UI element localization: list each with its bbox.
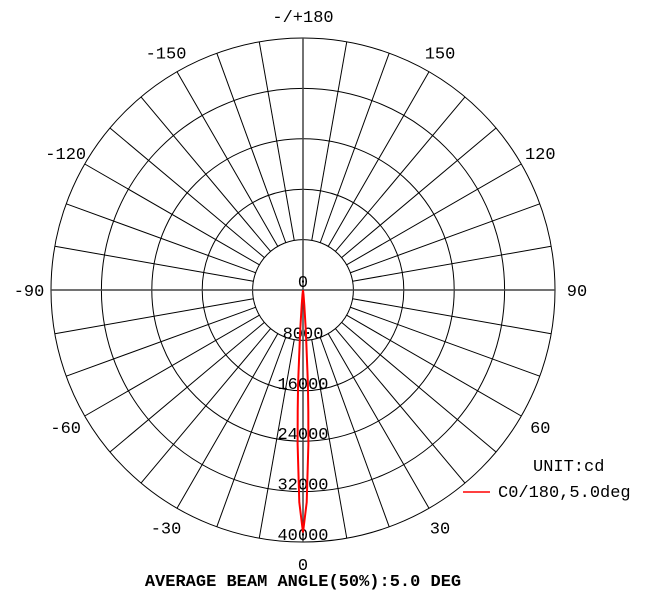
grid-spoke <box>140 328 271 484</box>
grid-spoke <box>258 339 295 539</box>
grid-spoke <box>352 298 552 335</box>
grid-spoke <box>346 163 522 266</box>
angle-label: -150 <box>146 46 187 65</box>
grid-spoke <box>341 322 497 453</box>
radial-tick-label: 32000 <box>277 477 328 496</box>
polar-grid <box>50 37 556 543</box>
grid-spoke <box>66 203 256 274</box>
radial-labels: 0 8000 16000 24000 32000 40000 <box>277 274 328 546</box>
grid-spoke <box>327 71 430 247</box>
grid-spoke <box>335 328 466 484</box>
grid-spoke <box>54 245 254 282</box>
grid-spoke <box>66 306 256 377</box>
grid-spoke <box>327 333 430 509</box>
grid-spoke <box>176 333 279 509</box>
radial-tick-label: 40000 <box>277 527 328 546</box>
grid-spoke <box>140 96 271 252</box>
legend-label: C0/180,5.0deg <box>498 484 631 503</box>
angle-label: -30 <box>151 520 182 539</box>
angle-label: -/+180 <box>272 9 333 28</box>
grid-spoke <box>216 337 287 527</box>
angle-label: 60 <box>530 420 550 439</box>
grid-spoke <box>350 203 540 274</box>
series-layer <box>296 289 310 533</box>
grid-spoke <box>311 339 348 539</box>
footer-beam-angle: AVERAGE BEAM ANGLE(50%):5.0 DEG <box>145 573 461 592</box>
grid-spoke <box>258 41 295 241</box>
grid-spoke <box>319 53 390 243</box>
grid-spoke <box>319 337 390 527</box>
grid-spoke <box>54 298 254 335</box>
grid-spoke <box>352 245 552 282</box>
grid-spoke <box>84 163 260 266</box>
angle-label: -60 <box>50 420 81 439</box>
angle-label: -90 <box>14 283 45 302</box>
angle-label: 120 <box>525 146 556 165</box>
angle-label: 0 <box>298 557 308 576</box>
grid-spoke <box>176 71 279 247</box>
angle-label: -120 <box>45 146 86 165</box>
series-curve <box>296 289 310 533</box>
grid-spoke <box>341 127 497 258</box>
grid-spoke <box>84 314 260 417</box>
angle-labels: -/+180 150 -150 120 -120 90 -90 60 -60 30 -30 0 <box>14 9 588 576</box>
radial-tick-label: 8000 <box>283 325 324 344</box>
angle-label: 150 <box>425 46 456 65</box>
radial-tick-label: 0 <box>298 274 308 293</box>
radial-tick-label: 24000 <box>277 426 328 445</box>
grid-spoke <box>346 314 522 417</box>
grid-spoke <box>350 306 540 377</box>
angle-label: 30 <box>430 520 450 539</box>
grid-spoke <box>109 322 265 453</box>
grid-spoke <box>216 53 287 243</box>
radial-tick-label: 16000 <box>277 376 328 395</box>
grid-spoke <box>311 41 348 241</box>
angle-label: 90 <box>567 283 587 302</box>
grid-spoke <box>109 127 265 258</box>
unit-label: UNIT:cd <box>533 458 604 477</box>
grid-spoke <box>335 96 466 252</box>
